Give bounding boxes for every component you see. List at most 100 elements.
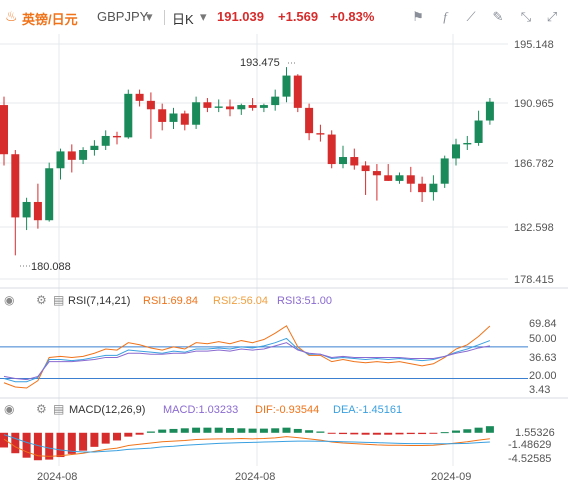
candle-body	[146, 100, 155, 110]
period-dropdown-icon[interactable]: ▾	[200, 9, 207, 24]
macd-histogram-bar	[101, 432, 110, 444]
macd-histogram-bar	[146, 431, 155, 433]
price-change: +1.569	[278, 9, 319, 24]
macd-histogram-bar	[113, 432, 121, 441]
price-change-pct: +0.83%	[330, 9, 375, 24]
candle-body	[282, 75, 291, 97]
time-axis-label: 2024-09	[431, 471, 471, 483]
price-axis-label: 190.965	[514, 98, 554, 110]
candle-body	[56, 151, 65, 169]
header-divider	[164, 10, 165, 25]
rsi-line-rsi2	[3, 337, 491, 383]
period-selector[interactable]: 日K	[172, 12, 194, 27]
rsi-axis-label: 50.00	[529, 333, 557, 345]
macd-histogram-bar	[226, 427, 234, 433]
rsi-axis-label: 3.43	[529, 384, 550, 396]
macd-histogram-bar	[0, 432, 8, 448]
eye-icon[interactable]: ◉	[4, 293, 14, 307]
candle-body	[180, 113, 189, 125]
macd-histogram-bar	[440, 432, 449, 434]
macd-histogram-bar	[22, 432, 31, 458]
macd-histogram-bar	[305, 430, 314, 433]
macd-histogram-bar	[372, 432, 381, 435]
macd-histogram-bar	[271, 428, 280, 433]
macd-histogram-bar	[293, 428, 302, 433]
candle-body	[90, 145, 99, 151]
dea-value: DEA:-1.45161	[333, 404, 402, 416]
macd-axis: 1.55326 -1.48629 -4.52585	[508, 427, 555, 465]
candle-body	[305, 107, 314, 134]
macd-histogram-bar	[474, 427, 483, 433]
time-axis-label: 2024-08	[37, 471, 77, 483]
symbol-code[interactable]: GBPJPY	[97, 9, 149, 24]
macd-histogram-bar	[79, 432, 88, 451]
rsi-line-rsi3	[3, 342, 490, 381]
macd-histogram-bar	[203, 427, 212, 433]
settings-icon[interactable]: ⚙	[36, 293, 47, 307]
macd-histogram-bar	[56, 432, 65, 458]
shrink-icon[interactable]: ⤡	[520, 9, 532, 24]
chart-icon: ▤	[53, 293, 64, 307]
candle-body	[361, 165, 370, 172]
candle-body	[203, 102, 212, 108]
dif-value: DIF:-0.93544	[255, 404, 319, 416]
rsi-legend: ◉ ⚙ ▤ RSI(7,14,21) RSI1:69.84 RSI2:56.04…	[4, 293, 332, 307]
candle-body	[158, 109, 167, 122]
candle-body	[452, 144, 460, 159]
candle-body	[237, 105, 246, 110]
macd-histogram-bar	[418, 432, 427, 435]
candle-body	[372, 171, 381, 176]
symbol-dropdown-icon[interactable]: ▾	[146, 9, 153, 24]
grid-lines	[0, 34, 508, 466]
candle-body	[429, 183, 438, 193]
candlestick-panel	[0, 67, 494, 256]
macd-histogram-bar	[135, 432, 144, 435]
candle-body	[463, 142, 472, 145]
macd-histogram-bar	[429, 432, 438, 434]
candle-body	[395, 175, 404, 181]
formula-icon[interactable]: f	[443, 9, 447, 24]
candle-body	[192, 102, 201, 125]
macd-histogram-bar	[361, 432, 370, 435]
candle-body	[101, 135, 110, 146]
eye-icon[interactable]: ◉	[4, 402, 14, 416]
rsi-axis-label: 20.00	[529, 370, 557, 382]
macd-histogram-bar	[339, 432, 347, 435]
macd-histogram-bar	[395, 432, 404, 435]
macd-histogram-bar	[350, 432, 359, 435]
candle-body	[406, 175, 415, 184]
macd-histogram-bar	[248, 428, 257, 433]
macd-histogram-bar	[158, 429, 167, 433]
high-price-label: 193.475	[240, 57, 280, 69]
candle-body	[22, 201, 31, 218]
macd-histogram-bar	[180, 428, 189, 433]
macd-histogram-bar	[11, 432, 20, 454]
low-price-label: 180.088	[31, 261, 71, 273]
candle-body	[124, 93, 133, 138]
macd-legend: ◉ ⚙ ▤ MACD(12,26,9) MACD:1.03233 DIF:-0.…	[4, 402, 402, 416]
flag-icon[interactable]: ⚑	[412, 9, 424, 24]
settings-icon[interactable]: ⚙	[36, 402, 47, 416]
draw-icon[interactable]: ⟋	[466, 9, 476, 24]
candle-body	[474, 120, 483, 143]
macd-line-dif	[3, 436, 490, 457]
candle-body	[169, 113, 178, 122]
macd-indicator-name: MACD(12,26,9)	[69, 404, 145, 416]
candle-body	[327, 134, 336, 165]
rsi1-value: RSI1:69.84	[143, 295, 198, 307]
macd-histogram-bar	[384, 432, 393, 435]
candle-body	[113, 135, 121, 138]
symbol-name[interactable]: 英镑/日元	[22, 12, 78, 27]
candle-body	[384, 175, 393, 181]
macd-histogram-bar	[237, 428, 246, 433]
candle-body	[259, 105, 268, 108]
candle-body	[11, 154, 20, 218]
macd-value: MACD:1.03233	[163, 404, 238, 416]
expand-icon[interactable]: ⤢	[546, 9, 558, 24]
brush-icon[interactable]: ✎	[492, 9, 504, 24]
candle-body	[350, 157, 359, 166]
candle-body	[33, 201, 42, 221]
chart-canvas[interactable]: 195.148 190.965 186.782 182.598 178.415 …	[0, 34, 568, 489]
rsi-axis-label: 36.63	[529, 352, 557, 364]
macd-histogram-bar	[485, 426, 494, 433]
